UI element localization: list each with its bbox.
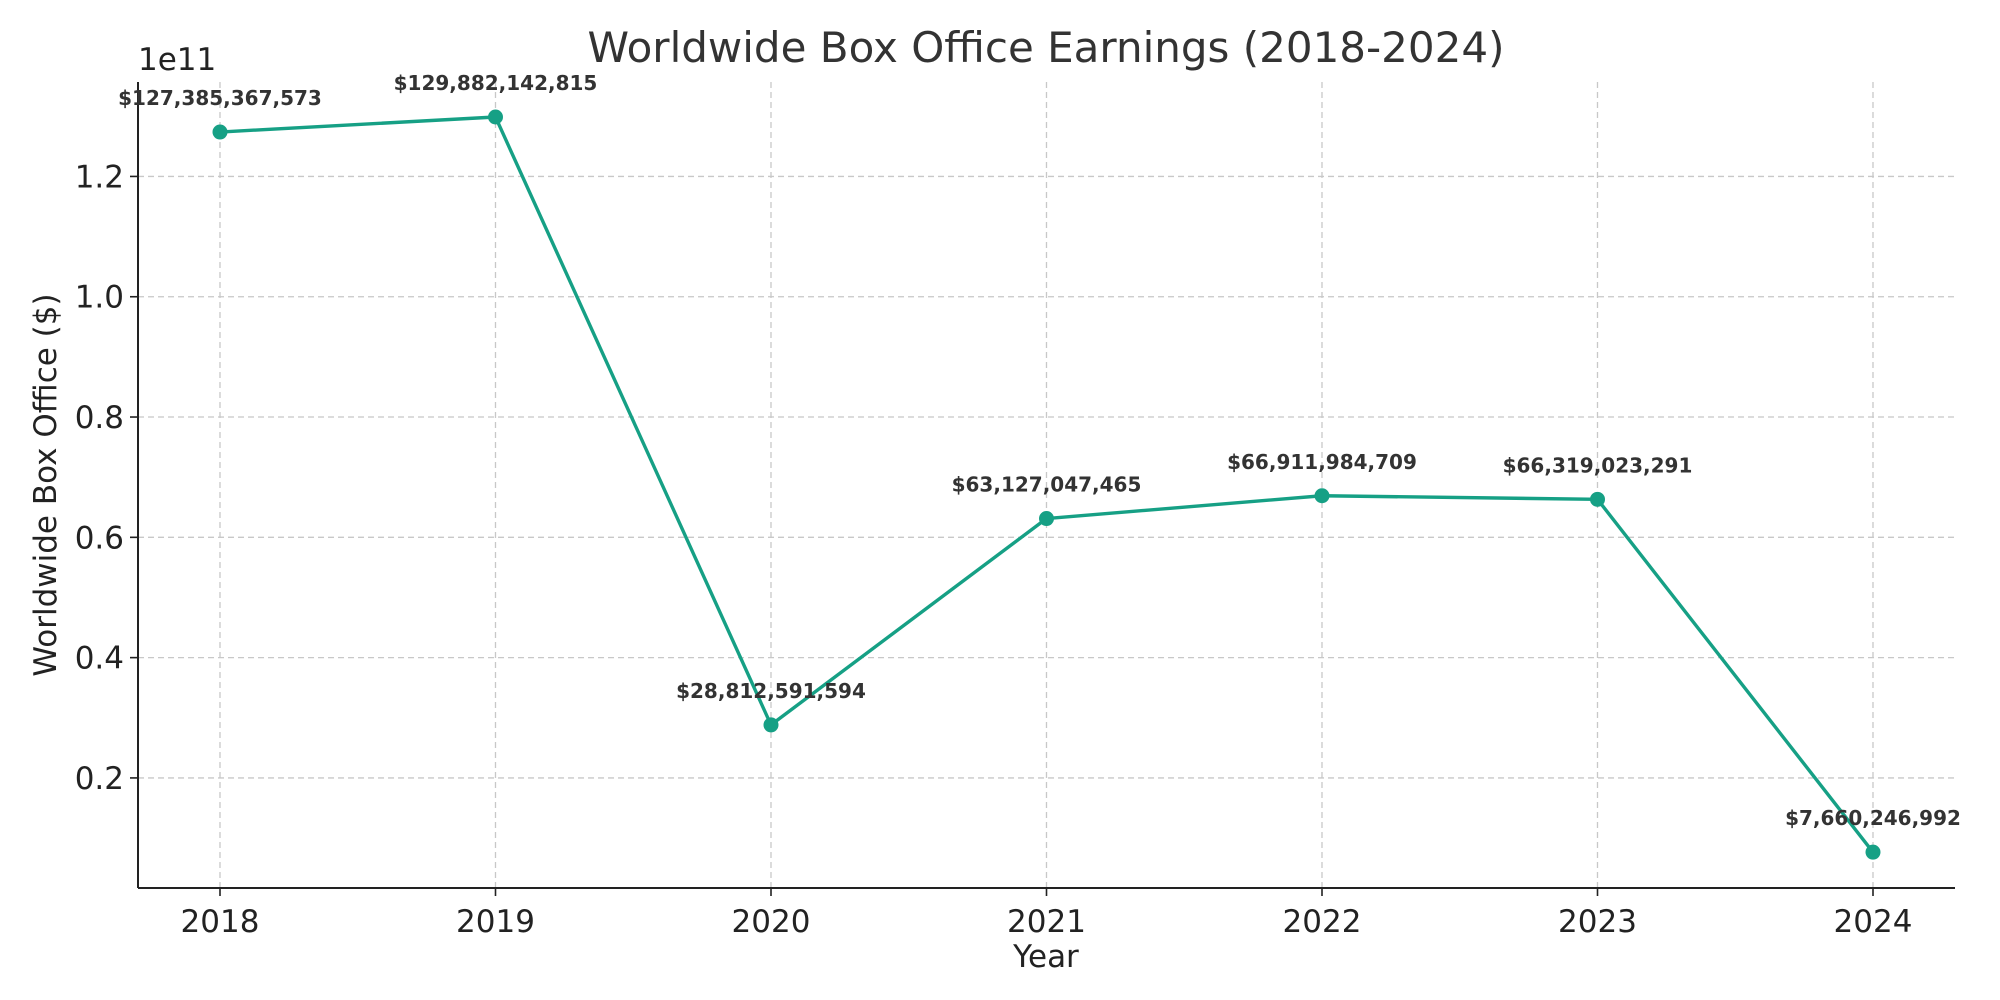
data-point-marker — [1314, 488, 1330, 504]
data-value-label: $7,660,246,992 — [1785, 806, 1961, 830]
y-axis-label: Worldwide Box Office ($) — [28, 293, 64, 676]
y-tick-label: 0.8 — [75, 400, 124, 436]
x-tick-label: 2018 — [181, 904, 260, 940]
x-tick-label: 2020 — [732, 904, 811, 940]
y-tick-label: 0.6 — [75, 520, 124, 556]
data-point-marker — [1865, 844, 1881, 860]
data-point-marker — [1039, 511, 1054, 527]
x-tick-label: 2024 — [1834, 904, 1913, 940]
grid-layer — [138, 82, 1955, 888]
data-value-label: $28,812,591,594 — [676, 679, 866, 703]
x-tick-label: 2019 — [456, 904, 535, 940]
data-point-marker — [212, 124, 228, 140]
data-value-label: $66,319,023,291 — [1503, 453, 1693, 477]
y-tick-label: 1.2 — [75, 159, 124, 195]
data-value-label: $127,385,367,573 — [118, 86, 322, 110]
y-tick-label: 0.4 — [75, 641, 124, 677]
ticks-layer: 0.2 0.4 0.6 0.8 1.0 1.2 2018 2019 2020 2021 2022 20… — [75, 159, 1913, 940]
data-value-label: $66,911,984,709 — [1227, 450, 1417, 474]
x-axis-label: Year — [1012, 939, 1079, 975]
x-tick-label: 2023 — [1558, 904, 1637, 940]
data-labels-layer: $127,385,367,573 $129,882,142,815 $28,812,… — [118, 71, 1961, 830]
data-point-marker — [488, 109, 503, 125]
chart-title: Worldwide Box Office Earnings (2018-2024… — [588, 23, 1505, 72]
x-tick-label: 2022 — [1283, 904, 1362, 940]
data-point-marker — [763, 717, 779, 733]
data-point-marker — [1590, 491, 1605, 507]
series-layer — [212, 109, 1881, 860]
y-tick-label: 1.0 — [75, 280, 124, 316]
x-tick-label: 2021 — [1007, 904, 1086, 940]
data-value-label: $129,882,142,815 — [394, 71, 598, 95]
y-tick-label: 0.2 — [75, 761, 124, 797]
y-axis-offset-label: 1e11 — [138, 42, 216, 78]
data-value-label: $63,127,047,465 — [952, 473, 1142, 497]
